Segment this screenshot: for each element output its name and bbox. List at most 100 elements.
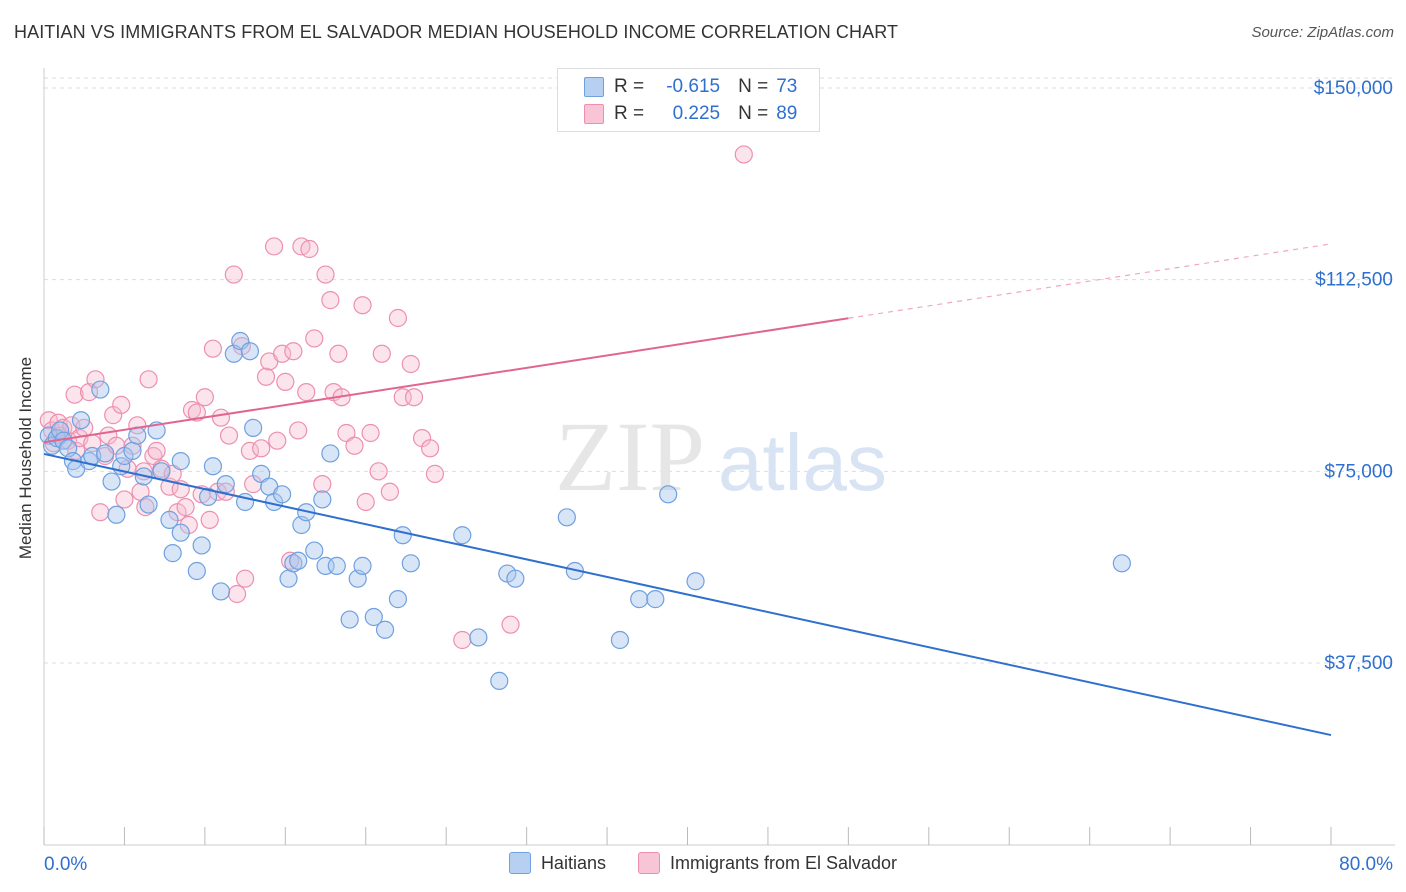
series-legend: Haitians Immigrants from El Salvador (0, 852, 1406, 874)
point-el-salvador (380, 482, 399, 501)
point-el-salvador (176, 498, 195, 517)
point-haitians (469, 628, 488, 647)
legend-swatch-el-salvador (637, 852, 660, 874)
point-el-salvador (219, 426, 239, 445)
point-el-salvador (401, 354, 420, 374)
x-tick-labels: 0.0% 80.0% (44, 854, 1393, 875)
point-el-salvador (224, 265, 243, 284)
n-label: N = (738, 103, 769, 124)
point-haitians (289, 551, 308, 570)
point-haitians (340, 610, 359, 629)
y-tick-label: $150,000 (1314, 78, 1393, 99)
point-el-salvador (203, 339, 223, 358)
legend-label-el-salvador: Immigrants from El Salvador (669, 852, 898, 873)
legend-item-el-salvador[interactable]: Immigrants from El Salvador (637, 852, 898, 874)
point-el-salvador (268, 431, 287, 450)
point-el-salvador (356, 492, 375, 512)
point-el-salvador (200, 510, 219, 529)
trend-line-haitians (43, 452, 1332, 737)
r-value: 0.225 (672, 103, 721, 124)
point-el-salvador (211, 408, 231, 427)
point-haitians (646, 590, 665, 609)
point-el-salvador (195, 388, 214, 407)
point-el-salvador (734, 145, 753, 164)
series-el-salvador-points (39, 145, 753, 650)
point-haitians (375, 620, 395, 639)
point-el-salvador (372, 344, 391, 363)
point-el-salvador (388, 308, 408, 328)
legend-swatch-haitians (584, 77, 604, 97)
point-haitians (91, 380, 110, 399)
trend-line-el-salvador-projection (848, 243, 1332, 319)
point-el-salvador (91, 503, 110, 522)
point-haitians (171, 452, 190, 471)
stats-legend-row-el-salvador: R = 0.225 N = 89 (584, 102, 797, 126)
point-haitians (244, 418, 263, 437)
point-el-salvador (227, 584, 247, 604)
point-haitians (71, 411, 91, 430)
point-haitians (1112, 554, 1131, 573)
point-haitians (401, 554, 420, 573)
watermark-zip: ZIP (555, 401, 705, 512)
point-haitians (123, 441, 142, 460)
r-value: -0.615 (666, 76, 721, 97)
point-el-salvador (144, 446, 163, 466)
r-label: R = (614, 103, 645, 124)
point-el-salvador (337, 423, 356, 443)
watermark-atlas: atlas (718, 418, 887, 507)
chart-source: Source: ZipAtlas.com (1251, 24, 1394, 41)
point-el-salvador (313, 475, 332, 494)
point-haitians (659, 485, 678, 504)
point-haitians (102, 472, 121, 491)
point-haitians (686, 572, 705, 591)
point-haitians (198, 487, 218, 506)
point-haitians (279, 569, 298, 588)
point-el-salvador (305, 329, 324, 348)
point-haitians (506, 569, 525, 588)
point-el-salvador (453, 630, 472, 650)
point-el-salvador (136, 498, 155, 517)
point-el-salvador (289, 421, 308, 440)
point-haitians (284, 554, 303, 573)
point-el-salvador (300, 239, 319, 259)
legend-item-haitians[interactable]: Haitians (508, 852, 606, 874)
point-el-salvador (86, 370, 105, 389)
point-el-salvador (329, 344, 348, 363)
y-tick-labels: $37,500 $75,000 $112,500 $150,000 (1314, 78, 1393, 674)
x-tick-label: 80.0% (1339, 854, 1393, 875)
n-value: 73 (776, 76, 798, 97)
point-haitians (107, 505, 126, 524)
point-haitians (216, 475, 235, 494)
x-tick-label: 0.0% (44, 854, 87, 875)
point-el-salvador (316, 265, 335, 284)
stats-legend: R = -0.615 N = 73 R = 0.225 N = 89 (557, 68, 820, 132)
point-haitians (163, 544, 182, 563)
point-haitians (630, 590, 649, 609)
point-haitians (192, 536, 211, 555)
point-haitians (211, 582, 231, 601)
point-haitians (327, 556, 346, 575)
point-el-salvador (147, 441, 166, 460)
point-haitians (139, 495, 158, 514)
point-el-salvador (297, 383, 316, 402)
point-el-salvador (421, 439, 440, 458)
point-haitians (364, 607, 383, 627)
point-haitians (96, 444, 115, 463)
point-haitians (203, 457, 223, 476)
point-haitians (393, 526, 412, 545)
watermark: ZIP atlas (555, 401, 887, 512)
point-haitians (453, 526, 472, 545)
legend-swatch-haitians (508, 852, 531, 874)
point-el-salvador (252, 439, 271, 458)
point-el-salvador (128, 416, 147, 435)
point-el-salvador (139, 370, 158, 389)
point-haitians (321, 444, 340, 463)
legend-swatch-el-salvador (584, 104, 604, 124)
point-el-salvador (361, 423, 380, 443)
point-el-salvador (187, 403, 206, 422)
y-tick-label: $112,500 (1315, 270, 1393, 291)
point-el-salvador (65, 385, 84, 404)
chart-title: HAITIAN VS IMMIGRANTS FROM EL SALVADOR M… (14, 22, 899, 42)
point-haitians (152, 462, 171, 481)
